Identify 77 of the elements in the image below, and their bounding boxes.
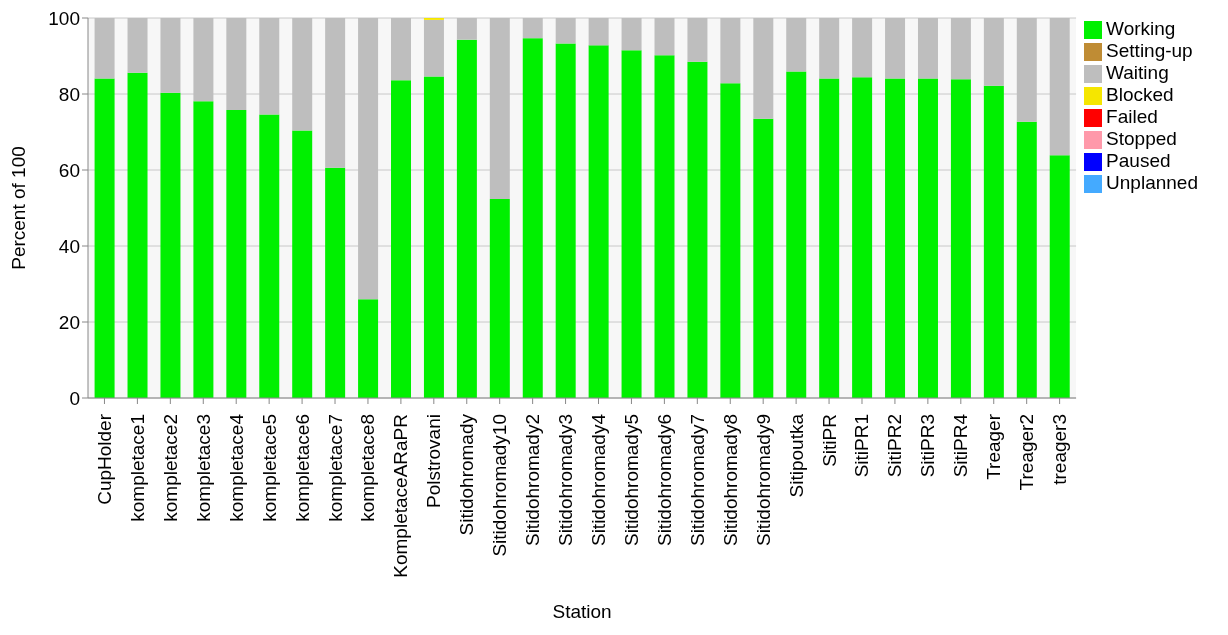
- bar: [819, 78, 840, 398]
- y-tick-label: 20: [58, 311, 80, 333]
- x-tick-label: SitiPR1: [851, 414, 873, 478]
- x-tick-label: Sitidohromady7: [686, 414, 708, 547]
- bar: [687, 61, 708, 398]
- x-tick-label: Treager2: [1016, 414, 1038, 491]
- bar: [522, 38, 543, 398]
- bar: [391, 80, 412, 398]
- legend-label: Paused: [1106, 150, 1171, 171]
- y-tick-label: 40: [58, 235, 80, 257]
- bar: [160, 92, 181, 398]
- y-axis-title: Percent of 100: [7, 146, 29, 270]
- bar: [292, 130, 313, 398]
- legend-label: Stopped: [1106, 128, 1177, 149]
- bar: [1049, 155, 1070, 398]
- bar: [423, 19, 444, 77]
- bar: [720, 83, 741, 398]
- x-tick-label: kompletace6: [291, 414, 313, 522]
- y-tick-label: 60: [58, 159, 80, 181]
- x-tick-label: SitiPR2: [884, 414, 906, 478]
- y-tick-label: 0: [69, 387, 80, 409]
- x-tick-label: kompletace2: [159, 414, 181, 522]
- bar: [489, 198, 510, 398]
- bar: [1016, 121, 1037, 398]
- bar: [94, 78, 115, 398]
- bar: [358, 299, 379, 398]
- bar: [983, 85, 1004, 398]
- legend-label: Waiting: [1106, 62, 1169, 83]
- x-tick-label: kompletace7: [324, 414, 346, 522]
- legend-label: Blocked: [1106, 84, 1174, 105]
- x-tick-label: CupHolder: [93, 413, 115, 505]
- bar: [127, 72, 148, 398]
- legend-label: Setting-up: [1106, 40, 1193, 61]
- x-tick-label: Sitidohromady6: [653, 414, 675, 547]
- x-tick-label: Sitidohromady2: [522, 414, 544, 547]
- bar: [753, 118, 774, 398]
- x-tick-label: SitiPR4: [950, 413, 972, 478]
- x-tick-label: Sitidohromady8: [719, 414, 741, 547]
- bar: [423, 76, 444, 398]
- x-axis-title: Station: [552, 601, 612, 622]
- x-tick-label: SitiPR: [818, 414, 840, 467]
- bar: [456, 39, 477, 398]
- x-tick-label: Sitidohromady5: [620, 414, 642, 547]
- bar: [226, 109, 247, 398]
- bar: [259, 114, 280, 398]
- x-tick-label: KompletaceARaPR: [390, 414, 412, 578]
- x-tick-label: kompletace1: [126, 414, 148, 522]
- legend-label: Failed: [1106, 106, 1158, 127]
- y-tick-label: 100: [48, 7, 80, 29]
- x-tick-label: Sitidohromady4: [588, 413, 610, 547]
- x-tick-label: Sitidohromady9: [752, 414, 774, 547]
- x-tick-label: Sitipoutka: [785, 413, 807, 498]
- bar: [917, 78, 938, 398]
- x-tick-label: kompletace3: [192, 414, 214, 522]
- bar: [555, 43, 576, 398]
- x-tick-label: Sitidohromady10: [489, 414, 511, 557]
- bar: [588, 45, 609, 398]
- x-tick-label: Polstrovani: [423, 414, 445, 508]
- bar: [193, 101, 214, 398]
- bar: [325, 167, 346, 398]
- x-tick-label: kompletace5: [258, 414, 280, 522]
- bar: [950, 79, 971, 398]
- legend-label: Unplanned: [1106, 172, 1198, 193]
- legend-label: Working: [1106, 18, 1176, 39]
- bar: [786, 71, 807, 398]
- bar: [885, 78, 906, 398]
- y-tick-label: 80: [58, 83, 80, 105]
- x-tick-label: Sitidohromady3: [555, 414, 577, 547]
- x-tick-label: kompletace4: [225, 413, 247, 522]
- x-tick-label: Sitidohromady: [456, 413, 478, 536]
- bar: [852, 77, 873, 398]
- x-tick-label: kompletace8: [357, 414, 379, 522]
- x-tick-label: Treager: [983, 413, 1005, 480]
- x-tick-label: treager3: [1049, 414, 1071, 485]
- bar: [621, 50, 642, 398]
- x-tick-label: SitiPR3: [917, 414, 939, 478]
- bar: [654, 55, 675, 398]
